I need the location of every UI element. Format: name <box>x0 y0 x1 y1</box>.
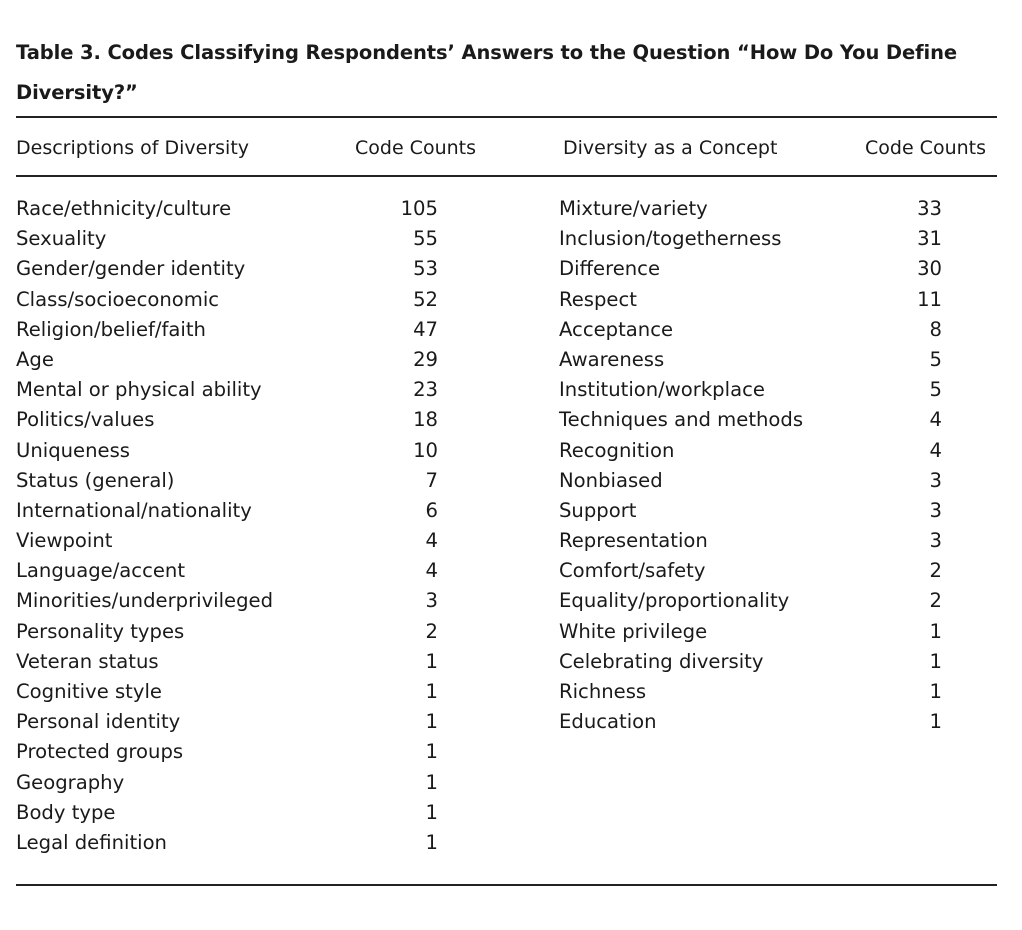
row-count: 1 <box>929 619 942 643</box>
row-label: Difference <box>559 257 661 281</box>
row-label: Acceptance <box>559 317 674 341</box>
row-count: 1 <box>929 680 942 703</box>
row-label: Race/ethnicity/culture <box>16 197 232 220</box>
row-count: 52 <box>413 287 438 311</box>
row-count: 1 <box>929 710 942 734</box>
row-label: Celebrating diversity <box>559 649 764 673</box>
row-label: Viewpoint <box>16 529 113 553</box>
row-label: International/nationality <box>16 498 252 522</box>
row-count: 55 <box>413 227 438 251</box>
row-label: White privilege <box>559 619 708 643</box>
row-label: Status (general) <box>16 468 175 492</box>
row-label: Mental or physical ability <box>16 378 262 402</box>
row-label: Uniqueness <box>16 438 131 462</box>
row-label: Inclusion/togetherness <box>559 227 782 251</box>
header-rule <box>16 175 997 177</box>
row-label: Cognitive style <box>16 680 162 703</box>
row-count: 2 <box>929 559 942 583</box>
row-label: Legal definition <box>16 830 167 854</box>
row-label: Politics/values <box>16 408 155 432</box>
row-count: 7 <box>425 468 438 492</box>
header-code-counts-right: Code Counts <box>865 137 987 159</box>
row-count: 2 <box>929 589 942 613</box>
row-label: Religion/belief/faith <box>16 317 206 341</box>
row-count: 11 <box>917 287 942 311</box>
row-count: 4 <box>929 438 942 462</box>
left-labels-column: Race/ethnicity/culture Sexuality Gender/ge… <box>16 194 346 858</box>
row-count: 3 <box>425 589 438 613</box>
row-label: Age <box>16 347 54 371</box>
row-label: Support <box>559 498 637 522</box>
row-count: 4 <box>425 529 438 553</box>
row-label: Nonbiased <box>559 468 663 492</box>
row-label: Mixture/variety <box>559 197 708 220</box>
row-label: Equality/proportionality <box>559 589 790 613</box>
row-count: 31 <box>917 227 942 251</box>
row-label: Class/socioeconomic <box>16 287 220 311</box>
row-count: 18 <box>413 408 438 432</box>
header-code-counts-left: Code Counts <box>355 137 477 159</box>
right-labels-column: Mixture/variety Inclusion/togetherness Dif… <box>559 194 859 737</box>
row-label: Richness <box>559 680 647 703</box>
row-count: 1 <box>425 649 438 673</box>
row-label: Representation <box>559 529 708 553</box>
row-count: 1 <box>929 649 942 673</box>
right-counts-column: 33 31 30 11 8 5 5 4 4 3 3 3 2 2 1 1 1 1 <box>880 194 942 737</box>
row-count: 5 <box>929 378 942 402</box>
row-count: 2 <box>425 619 438 643</box>
row-count: 33 <box>917 197 942 220</box>
left-counts-column: 105 55 53 52 47 29 23 18 10 7 6 4 4 3 2 1 1 1 1 1 1 1 <box>380 194 438 858</box>
row-label: Techniques and methods <box>559 408 804 432</box>
row-label: Respect <box>559 287 637 311</box>
row-count: 5 <box>929 347 942 371</box>
row-count: 4 <box>425 559 438 583</box>
row-label: Comfort/safety <box>559 559 706 583</box>
row-label: Institution/workplace <box>559 378 765 402</box>
row-label: Sexuality <box>16 227 107 251</box>
row-count: 3 <box>929 529 942 553</box>
row-label: Protected groups <box>16 740 184 764</box>
header-concept: Diversity as a Concept <box>563 137 778 159</box>
row-count: 47 <box>413 317 438 341</box>
row-label: Personality types <box>16 619 185 643</box>
row-label: Minorities/underprivileged <box>16 589 274 613</box>
row-label: Language/accent <box>16 559 186 583</box>
row-count: 1 <box>425 830 438 854</box>
row-label: Gender/gender identity <box>16 257 246 281</box>
row-count: 6 <box>425 498 438 522</box>
row-count: 4 <box>929 408 942 432</box>
row-count: 1 <box>425 680 438 703</box>
row-label: Personal identity <box>16 710 181 734</box>
row-count: 10 <box>413 438 438 462</box>
row-count: 53 <box>413 257 438 281</box>
row-count: 8 <box>929 317 942 341</box>
row-count: 23 <box>413 378 438 402</box>
row-label: Geography <box>16 770 125 794</box>
row-count: 3 <box>929 468 942 492</box>
bottom-rule <box>16 884 997 886</box>
row-count: 3 <box>929 498 942 522</box>
row-count: 1 <box>425 800 438 824</box>
row-count: 1 <box>425 770 438 794</box>
row-label: Awareness <box>559 347 665 371</box>
row-count: 105 <box>400 197 438 220</box>
row-label: Education <box>559 710 657 734</box>
top-rule <box>16 116 997 118</box>
row-label: Body type <box>16 800 116 824</box>
row-count: 1 <box>425 740 438 764</box>
row-label: Recognition <box>559 438 675 462</box>
header-descriptions: Descriptions of Diversity <box>16 137 250 159</box>
row-count: 30 <box>917 257 942 281</box>
table-caption: Table 3. Codes Classifying Respondents’ … <box>16 41 958 104</box>
row-label: Veteran status <box>16 649 159 673</box>
row-count: 1 <box>425 710 438 734</box>
row-count: 29 <box>413 347 438 371</box>
